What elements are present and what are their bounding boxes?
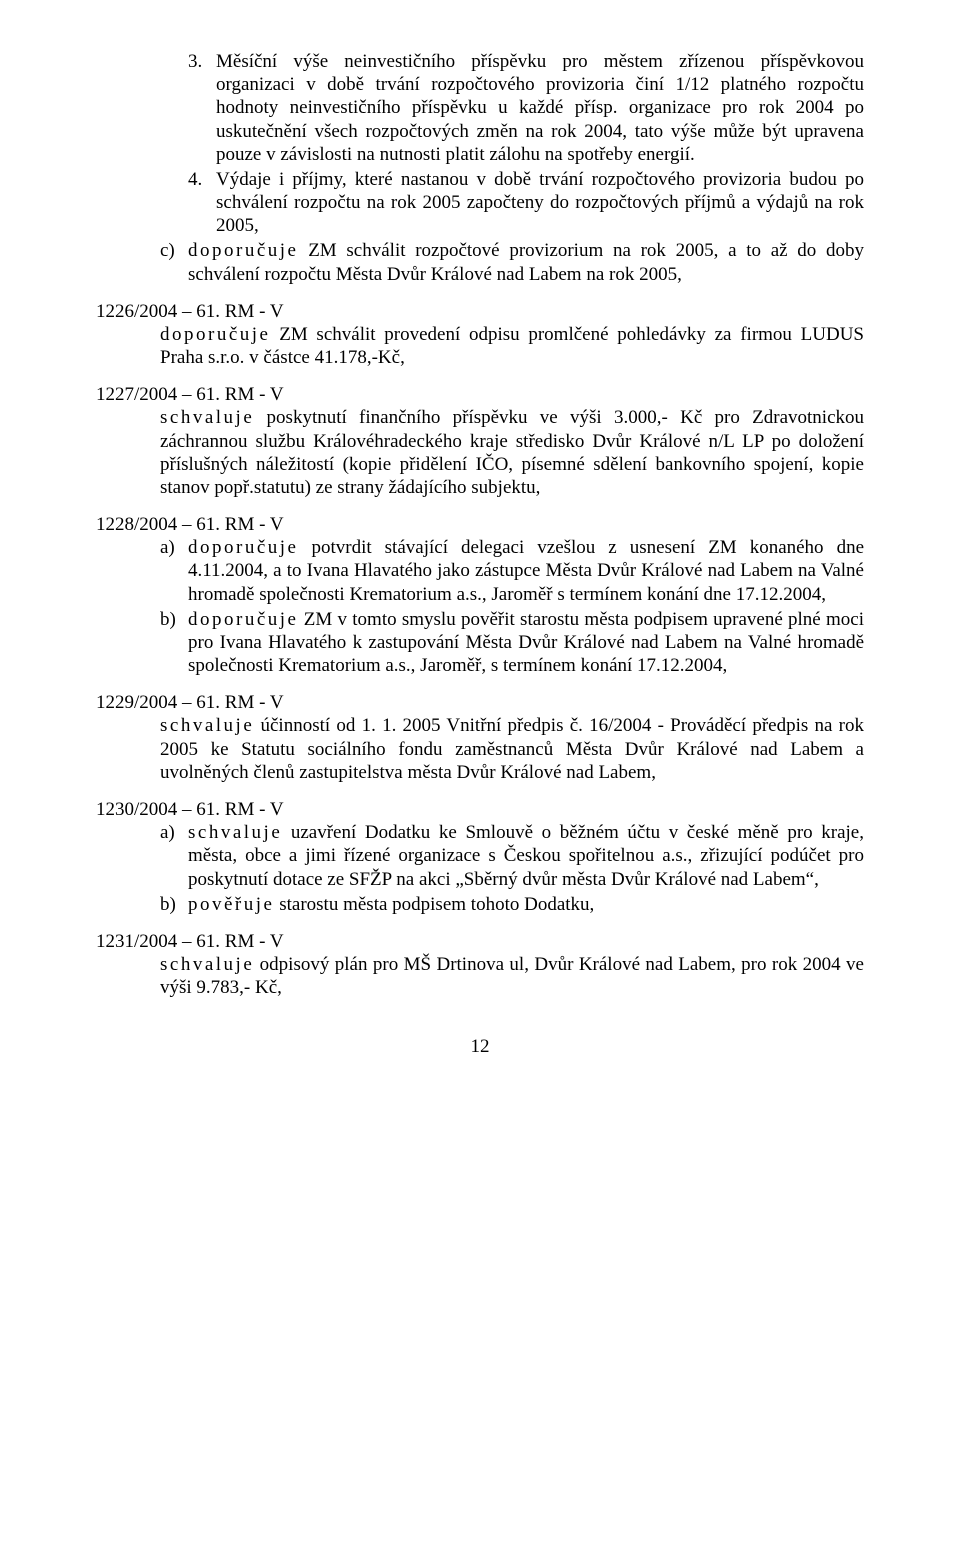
heading-1231: 1231/2004 – 61. RM - V [96, 930, 864, 953]
body-1231: schvaluje odpisový plán pro MŠ Drtinova … [160, 953, 864, 999]
item-1228b: b) doporučuje ZM v tomto smyslu pověřit … [160, 608, 864, 678]
verb-1226: doporučuje [160, 324, 270, 345]
heading-1230: 1230/2004 – 61. RM - V [96, 798, 864, 821]
body-1227: schvaluje poskytnutí finančního příspěvk… [160, 406, 864, 499]
item-3-number: 3. [188, 50, 216, 166]
item-4-number: 4. [188, 168, 216, 238]
item-1230b: b) pověřuje starostu města podpisem toho… [160, 893, 864, 916]
item-4: 4. Výdaje i příjmy, které nastanou v dob… [188, 168, 864, 238]
text-1229: schvaluje účinností od 1. 1. 2005 Vnitřn… [160, 714, 864, 784]
text-1228b: doporučuje ZM v tomto smyslu pověřit sta… [188, 608, 864, 678]
letter-1228a: a) [160, 536, 188, 606]
verb-1230a: schvaluje [188, 822, 282, 843]
heading-1227: 1227/2004 – 61. RM - V [96, 383, 864, 406]
item-1228a: a) doporučuje potvrdit stávající delegac… [160, 536, 864, 606]
document-page: 3. Měsíční výše neinvestičního příspěvku… [0, 0, 960, 1099]
verb-1230b: pověřuje [188, 894, 274, 915]
rest-1231: odpisový plán pro MŠ Drtinova ul, Dvůr K… [160, 954, 864, 998]
text-1228a: doporučuje potvrdit stávající delegaci v… [188, 536, 864, 606]
heading-1228: 1228/2004 – 61. RM - V [96, 513, 864, 536]
page-number: 12 [96, 1035, 864, 1058]
body-1226: doporučuje ZM schválit provedení odpisu … [160, 323, 864, 369]
item-3: 3. Měsíční výše neinvestičního příspěvku… [188, 50, 864, 166]
text-1226: doporučuje ZM schválit provedení odpisu … [160, 323, 864, 369]
rest-1230b: starostu města podpisem tohoto Dodatku, [274, 894, 594, 915]
heading-1229: 1229/2004 – 61. RM - V [96, 691, 864, 714]
verb-1229: schvaluje [160, 715, 254, 736]
item-3-text: Měsíční výše neinvestičního příspěvku pr… [216, 50, 864, 166]
text-1230b: pověřuje starostu města podpisem tohoto … [188, 893, 864, 916]
rest-1229: účinností od 1. 1. 2005 Vnitřní předpis … [160, 715, 864, 782]
text-1231: schvaluje odpisový plán pro MŠ Drtinova … [160, 953, 864, 999]
item-1230a: a) schvaluje uzavření Dodatku ke Smlouvě… [160, 821, 864, 891]
body-1229: schvaluje účinností od 1. 1. 2005 Vnitřn… [160, 714, 864, 784]
text-1227: schvaluje poskytnutí finančního příspěvk… [160, 406, 864, 499]
rest-1227: poskytnutí finančního příspěvku ve výši … [160, 407, 864, 498]
letter-1230b: b) [160, 893, 188, 916]
item-c-letter: c) [160, 239, 188, 285]
body-1230: a) schvaluje uzavření Dodatku ke Smlouvě… [160, 821, 864, 916]
intro-numbered-block: 3. Měsíční výše neinvestičního příspěvku… [188, 50, 864, 237]
rest-1230a: uzavření Dodatku ke Smlouvě o běžném účt… [188, 822, 864, 889]
verb-1228a: doporučuje [188, 537, 298, 558]
verb-1231: schvaluje [160, 954, 254, 975]
item-c: c) doporučuje ZM schválit rozpočtové pro… [160, 239, 864, 285]
verb-1227: schvaluje [160, 407, 254, 428]
item-c-block: c) doporučuje ZM schválit rozpočtové pro… [160, 239, 864, 285]
letter-1228b: b) [160, 608, 188, 678]
letter-1230a: a) [160, 821, 188, 891]
verb-1228b: doporučuje [188, 609, 298, 630]
body-1228: a) doporučuje potvrdit stávající delegac… [160, 536, 864, 677]
item-c-verb: doporučuje [188, 240, 298, 261]
item-4-text: Výdaje i příjmy, které nastanou v době t… [216, 168, 864, 238]
item-c-text: doporučuje ZM schválit rozpočtové proviz… [188, 239, 864, 285]
heading-1226: 1226/2004 – 61. RM - V [96, 300, 864, 323]
text-1230a: schvaluje uzavření Dodatku ke Smlouvě o … [188, 821, 864, 891]
